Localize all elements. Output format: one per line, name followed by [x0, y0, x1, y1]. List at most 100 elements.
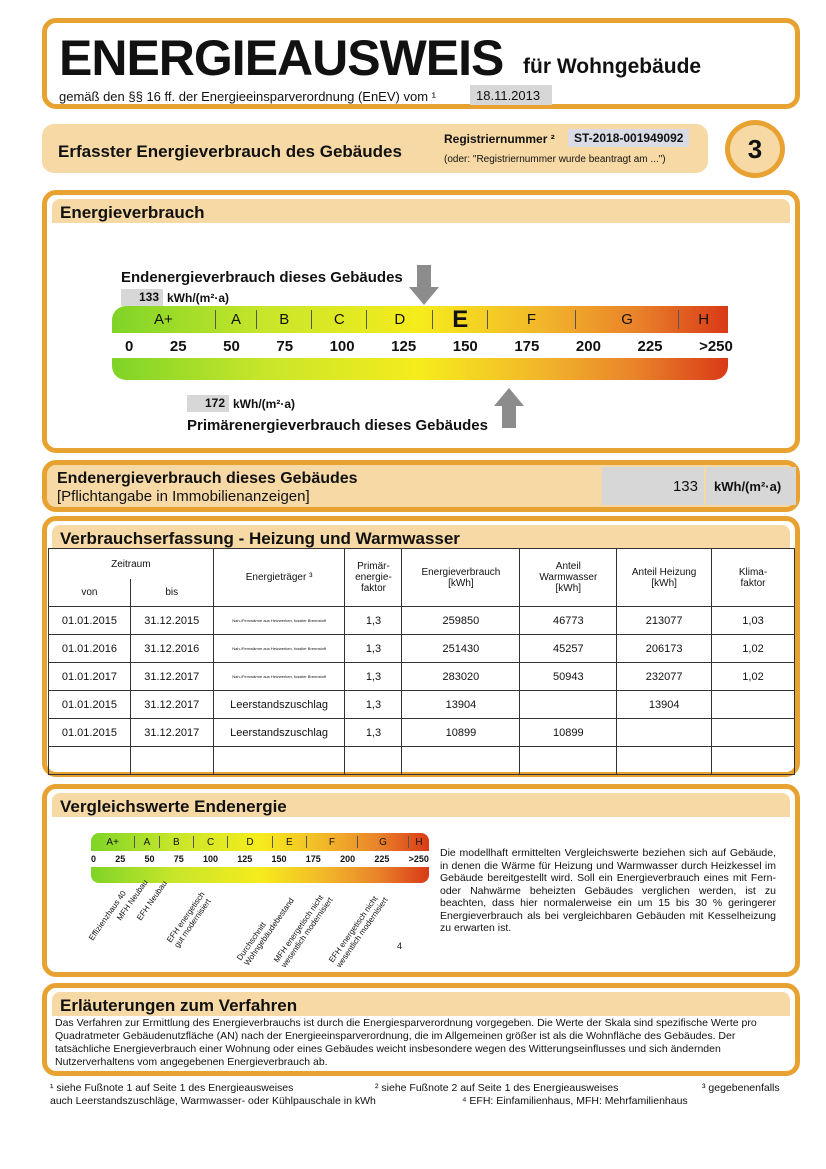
- table-row: [48, 746, 795, 775]
- tick: 200: [575, 338, 601, 355]
- summary-title: Endenergieverbrauch dieses Gebäudes: [57, 470, 358, 487]
- tick: 25: [115, 854, 126, 864]
- tick: 25: [169, 338, 187, 355]
- comparison-ticks: 0 25 50 75 100 125 150 175 200 225 >250: [91, 854, 429, 864]
- table-cell: 1,3: [344, 634, 403, 663]
- end-energy-arrow-icon: [409, 265, 439, 305]
- explanation-text: Das Verfahren zur Ermittlung des Energie…: [55, 1017, 757, 1068]
- document-title: ENERGIEAUSWEIS: [59, 30, 504, 86]
- footnote-3: ³ gegebenenfalls auch Leerstandszuschläg…: [50, 1082, 780, 1107]
- header-climate: Klima-faktor: [711, 548, 795, 607]
- table-cell: [519, 690, 618, 719]
- tick: 100: [203, 854, 219, 864]
- page-number-badge: 3: [725, 120, 785, 178]
- page-number: 3: [747, 134, 763, 164]
- table-cell: 01.01.2015: [48, 606, 131, 635]
- class-h: H: [678, 310, 728, 329]
- summary-box: Endenergieverbrauch dieses Gebäudes [Pfl…: [42, 460, 800, 512]
- class-h: H: [407, 835, 429, 849]
- tick: 100: [329, 338, 355, 355]
- table-cell: 13904: [616, 690, 713, 719]
- table-cell: 1,03: [711, 606, 795, 635]
- tick: >250: [699, 338, 733, 355]
- header-box: ENERGIEAUSWEIS für Wohngebäude gemäß den…: [42, 18, 800, 109]
- table-cell: 1,02: [711, 662, 795, 691]
- class-b: B: [256, 310, 311, 329]
- section-title: Verbrauchserfassung - Heizung und Warmwa…: [52, 525, 790, 549]
- reference-label: EFH energetisch nicht wesentlich moderni…: [327, 894, 390, 970]
- document-subtitle: für Wohngebäude: [523, 55, 702, 78]
- primary-energy-unit: kWh/(m²·a): [233, 397, 295, 411]
- table-cell: 259850: [401, 606, 521, 635]
- header-heating: Anteil Heizung [kWh]: [616, 548, 713, 607]
- footnote-1: ¹ siehe Fußnote 1 auf Seite 1 des Energi…: [50, 1082, 294, 1094]
- page-title: Erfasster Energieverbrauch des Gebäudes: [58, 142, 402, 161]
- comparison-lower-band: [91, 867, 429, 883]
- tick: >250: [408, 854, 429, 864]
- explanation-section: Erläuterungen zum Verfahren Das Verfahre…: [42, 983, 800, 1076]
- table-row: 01.01.2015 31.12.2015 Nah-/Fernwärme aus H…: [48, 606, 795, 635]
- table-row: 01.01.2017 31.12.2017 Nah-/Fernwärme aus H…: [48, 662, 795, 691]
- end-energy-label: Endenergieverbrauch dieses Gebäudes: [121, 269, 403, 286]
- table-cell: [711, 746, 795, 775]
- section-title: Vergleichswerte Endenergie: [52, 793, 790, 817]
- summary-unit: kWh/(m²·a): [706, 467, 796, 505]
- table-cell: [129, 746, 214, 775]
- class-f: F: [487, 310, 574, 329]
- table-cell: Leerstandszuschlag: [212, 718, 346, 747]
- tick: 225: [637, 338, 663, 355]
- table-cell: 10899: [401, 718, 521, 747]
- section-title: Erläuterungen zum Verfahren: [52, 992, 790, 1016]
- table-row: 01.01.2015 31.12.2017 Leerstandszuschlag 1,…: [48, 690, 795, 719]
- table-cell: 13904: [401, 690, 521, 719]
- tick: 75: [276, 338, 294, 355]
- tick: 150: [271, 854, 287, 864]
- class-c: C: [311, 310, 366, 329]
- table-cell: [48, 746, 131, 775]
- reg-note: (oder: "Registriernummer wurde beantragt…: [444, 154, 666, 165]
- class-a-plus: A+: [153, 310, 173, 328]
- class-a-plus: A+: [106, 836, 119, 848]
- energy-class-scale: A+ A B C D E F G H: [112, 306, 728, 333]
- class-a: A: [134, 835, 158, 849]
- class-d: D: [227, 835, 271, 849]
- table-cell: 251430: [401, 634, 521, 663]
- table-cell: 31.12.2016: [129, 634, 214, 663]
- table-cell: 01.01.2015: [48, 718, 131, 747]
- table-cell: 213077: [616, 606, 713, 635]
- comparison-scale: A+ A B C D E F G H: [91, 833, 429, 851]
- table-cell: 1,3: [344, 606, 403, 635]
- table-cell: Leerstandszuschlag: [212, 690, 346, 719]
- enev-date: 18.11.2013: [470, 85, 552, 105]
- table-cell: [711, 690, 795, 719]
- class-e: E: [271, 835, 306, 849]
- table-cell: [616, 746, 713, 775]
- table-cell: 232077: [616, 662, 713, 691]
- table-cell: [616, 718, 713, 747]
- tick: 125: [391, 338, 417, 355]
- summary-note: [Pflichtangabe in Immobilienanzeigen]: [57, 488, 310, 505]
- table-cell: 45257: [519, 634, 618, 663]
- tick: 50: [223, 338, 240, 355]
- scale-lower-band: [112, 358, 728, 380]
- end-energy-value: 133: [121, 289, 163, 306]
- table-cell: 50943: [519, 662, 618, 691]
- table-cell: 31.12.2015: [129, 606, 214, 635]
- table-cell: 1,3: [344, 662, 403, 691]
- class-d: D: [366, 310, 432, 329]
- table-cell: [711, 718, 795, 747]
- tick: 0: [91, 854, 97, 864]
- tick: 200: [340, 854, 356, 864]
- primary-energy-label: Primärenergieverbrauch dieses Gebäudes: [187, 417, 488, 434]
- primary-energy-arrow-icon: [494, 388, 524, 428]
- table-cell: 10899: [519, 718, 618, 747]
- class-b: B: [158, 835, 193, 849]
- scale-ticks: 0 25 50 75 100 125 150 175 200 225 >250: [125, 338, 733, 355]
- table-row: 01.01.2015 31.12.2017 Leerstandszuschlag 1,…: [48, 718, 795, 747]
- tick: 0: [125, 338, 134, 355]
- section-title: Energieverbrauch: [52, 199, 790, 223]
- tick: 175: [514, 338, 540, 355]
- comparison-section: Vergleichswerte Endenergie A+ A B C D E F G H 0 2…: [42, 784, 800, 977]
- footnote-mark: 4: [397, 941, 403, 951]
- header-water: Anteil Warmwasser [kWh]: [519, 548, 618, 607]
